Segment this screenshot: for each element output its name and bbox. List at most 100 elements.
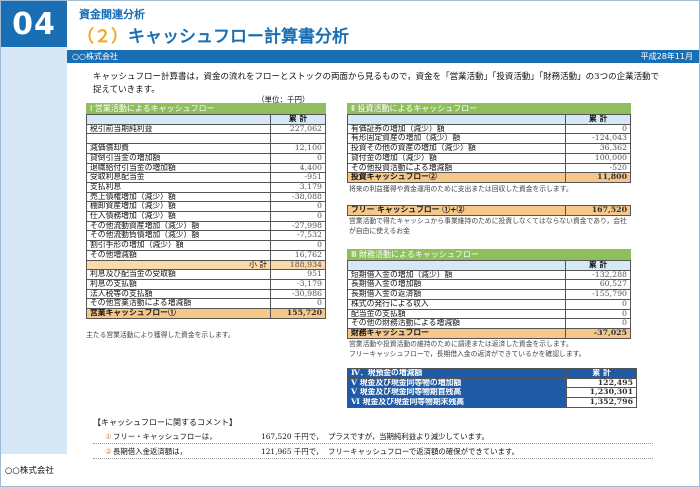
table-row-label: 利息の支払額 <box>85 278 272 290</box>
table-row: 利息の支払額 -3,179 <box>85 278 326 290</box>
section-category: 資金関連分析 <box>79 8 145 21</box>
free-cashflow-table: フリー キャッシュフロー ①+② 167,520 <box>346 205 631 216</box>
total-row: 投資キャッシュフロー② 11,800 <box>346 172 631 183</box>
table-row-value: -132,288 <box>565 269 631 281</box>
header-row-label <box>85 114 272 125</box>
table-row: 割引手形の増加（減少）額 0 <box>85 240 326 251</box>
header-bar: ○○株式会社 平成28年11月 <box>67 50 699 63</box>
table-row-value: 4,400 <box>270 162 326 174</box>
table-row-label: 短期借入金の増加（減少）額 <box>346 269 567 281</box>
table-row: 配当金の支払額 0 <box>346 308 631 320</box>
report-date: 平成28年11月 <box>640 52 693 61</box>
investing-note: 将来の利益獲得や資金運用のために支出または回収した資金を示します。 <box>349 185 573 193</box>
header-row-label <box>346 114 567 125</box>
header-row: 累 計 <box>346 114 631 125</box>
table-row-value: -27,998 <box>270 220 326 232</box>
table-row-value: 36,362 <box>565 143 631 154</box>
table-row-value: 0 <box>270 201 326 213</box>
table-row-value: -7,532 <box>270 230 326 242</box>
table-row-label: 利息及び配当金の受取額 <box>85 269 272 280</box>
table-row: 利息及び配当金の受取額 951 <box>85 269 326 280</box>
cash-row-value: 1,230,301 <box>566 387 637 399</box>
table-row: 退職給付引当金の増加額 4,400 <box>85 162 326 174</box>
table-row-value: -520 <box>565 162 631 174</box>
cash-row-label: Ⅴ 現金及び現金同等物期首残高 <box>346 387 568 399</box>
operating-table: 累 計税引前当期純利益 227,062 減価償却費 12,100 貸倒引当金の増加額 0 退… <box>85 114 326 319</box>
table-row-value: -30,986 <box>270 288 326 300</box>
table-row: その他の財務活動による増減額 0 <box>346 318 631 329</box>
table-row: その他増減額 16,762 <box>85 249 326 261</box>
table-row-label: その他流動負債増加（減少）額 <box>85 230 272 242</box>
header-row-value: 累 計 <box>270 114 326 125</box>
table-row: 短期借入金の増加（減少）額 -132,288 <box>346 269 631 281</box>
cash-row-value: 1,352,796 <box>566 397 637 408</box>
table-row-label: 有形固定資産の増加（減少）額 <box>346 133 567 145</box>
table-row-label: 税引前当期純利益 <box>85 123 272 135</box>
operating-title: Ⅰ 営業活動によるキャッシュフロー <box>86 103 326 114</box>
free-cashflow-note: 営業活動で得たキャッシュから事業維持のために投資しなくてはならない資金であり，会… <box>349 217 627 235</box>
table-row-label: 退職給付引当金の増加額 <box>85 162 272 174</box>
financing-note-2: フリーキャッシュフローで，長期借入金の返済ができているかを確認します。 <box>349 350 586 358</box>
cash-header-row: Ⅳ．現預金の増減額累 計 <box>346 368 637 379</box>
subtotal-row-label: 小 計 <box>85 259 272 271</box>
total-row: 営業キャッシュフロー① 155,720 <box>85 308 326 319</box>
table-row-value: -3,179 <box>270 278 326 290</box>
table-row-label: 棚卸資産増加（減少）額 <box>85 201 272 213</box>
free-cashflow-row: フリー キャッシュフロー ①+② 167,520 <box>346 205 631 216</box>
free-cashflow-label: フリー キャッシュフロー ①+② <box>346 205 567 216</box>
comment-text: フリーキャッシュフローで返済額の確保ができています。 <box>328 447 519 456</box>
cash-header-row-value: 累 計 <box>566 368 637 379</box>
table-row: 有価証券の増加（減少）額 0 <box>346 123 631 135</box>
table-row-value: 0 <box>565 318 631 329</box>
table-row-value: -951 <box>270 172 326 183</box>
section-number: 04 <box>1 1 67 47</box>
header-row: 累 計 <box>346 260 631 271</box>
table-row-label: 売上債権増加（減少）額 <box>85 191 272 203</box>
header-row-value: 累 計 <box>565 114 631 125</box>
table-row-label: その他投資活動による増減額 <box>346 162 567 174</box>
table-row: 株式の発行による収入 0 <box>346 298 631 310</box>
total-row: 財務キャッシュフロー -37,025 <box>346 327 631 339</box>
comment-title: 【キャッシュフローに関するコメント】 <box>93 418 237 427</box>
table-row: その他流動負債増加（減少）額 -7,532 <box>85 230 326 242</box>
operating-note: 主たる営業活動により獲得した資金を示します。 <box>86 331 235 339</box>
table-row-label: 長期借入金の返済額 <box>346 289 567 300</box>
table-row: 投資その他の資産の増加（減少）額 36,362 <box>346 143 631 154</box>
table-row: 貸倒引当金の増加額 0 <box>85 152 326 164</box>
table-row-value: -124,043 <box>565 133 631 145</box>
table-row-label: 支払利息 <box>85 181 272 193</box>
cash-row: Ⅵ 現金及び現金同等物期末残高 1,352,796 <box>346 397 637 408</box>
table-row-value: 0 <box>565 298 631 310</box>
comment-label: フリー・キャッシュフローは， <box>113 432 217 441</box>
table-row-label: 株式の発行による収入 <box>346 298 567 310</box>
table-row-label: 仕入債務増加（減少）額 <box>85 211 272 222</box>
cash-row-label: Ⅴ 現金及び現金同等物の増加額 <box>346 377 568 389</box>
table-row-label: 貸倒引当金の増加額 <box>85 152 272 164</box>
table-row: 長期借入金の返済額 -155,790 <box>346 289 631 300</box>
table-row: 棚卸資産増加（減少）額 0 <box>85 201 326 213</box>
financing-title: Ⅲ 財務活動によるキャッシュフロー <box>347 249 631 260</box>
comment-value: 121,965 千円で， <box>261 447 324 456</box>
cash-row-label: Ⅵ 現金及び現金同等物期末残高 <box>346 397 568 408</box>
financing-note-1: 営業活動や投資活動の維持のために調達または返済した資金を示します。 <box>349 340 573 348</box>
comment-num: ② <box>105 447 112 456</box>
table-row: 長期借入金の増加額 60,527 <box>346 279 631 291</box>
total-row-label: 投資キャッシュフロー② <box>346 172 567 183</box>
table-row: 売上債権増加（減少）額 -38,088 <box>85 191 326 203</box>
table-row: 法人税等の支払額 -30,986 <box>85 288 326 300</box>
table-row-value: 100,000 <box>565 152 631 164</box>
table-row-label: その他営業活動による増減額 <box>85 298 272 310</box>
table-row <box>85 133 326 145</box>
table-row-label: その他増減額 <box>85 249 272 261</box>
table-row: 税引前当期純利益 227,062 <box>85 123 326 135</box>
header-row-value: 累 計 <box>565 260 631 271</box>
table-row: 仕入債務増加（減少）額 0 <box>85 211 326 222</box>
financing-table: 累 計短期借入金の増加（減少）額 -132,288 長期借入金の増加額 60,527 長… <box>346 260 631 339</box>
header-row: 累 計 <box>85 114 326 125</box>
comment-row: ① フリー・キャッシュフローは， 167,520 千円で， プラスですが，当期純利益よ… <box>93 431 653 444</box>
table-row-value: 0 <box>270 298 326 310</box>
total-row-value: 11,800 <box>565 172 631 183</box>
footer-company: ○○株式会社 <box>5 466 54 476</box>
